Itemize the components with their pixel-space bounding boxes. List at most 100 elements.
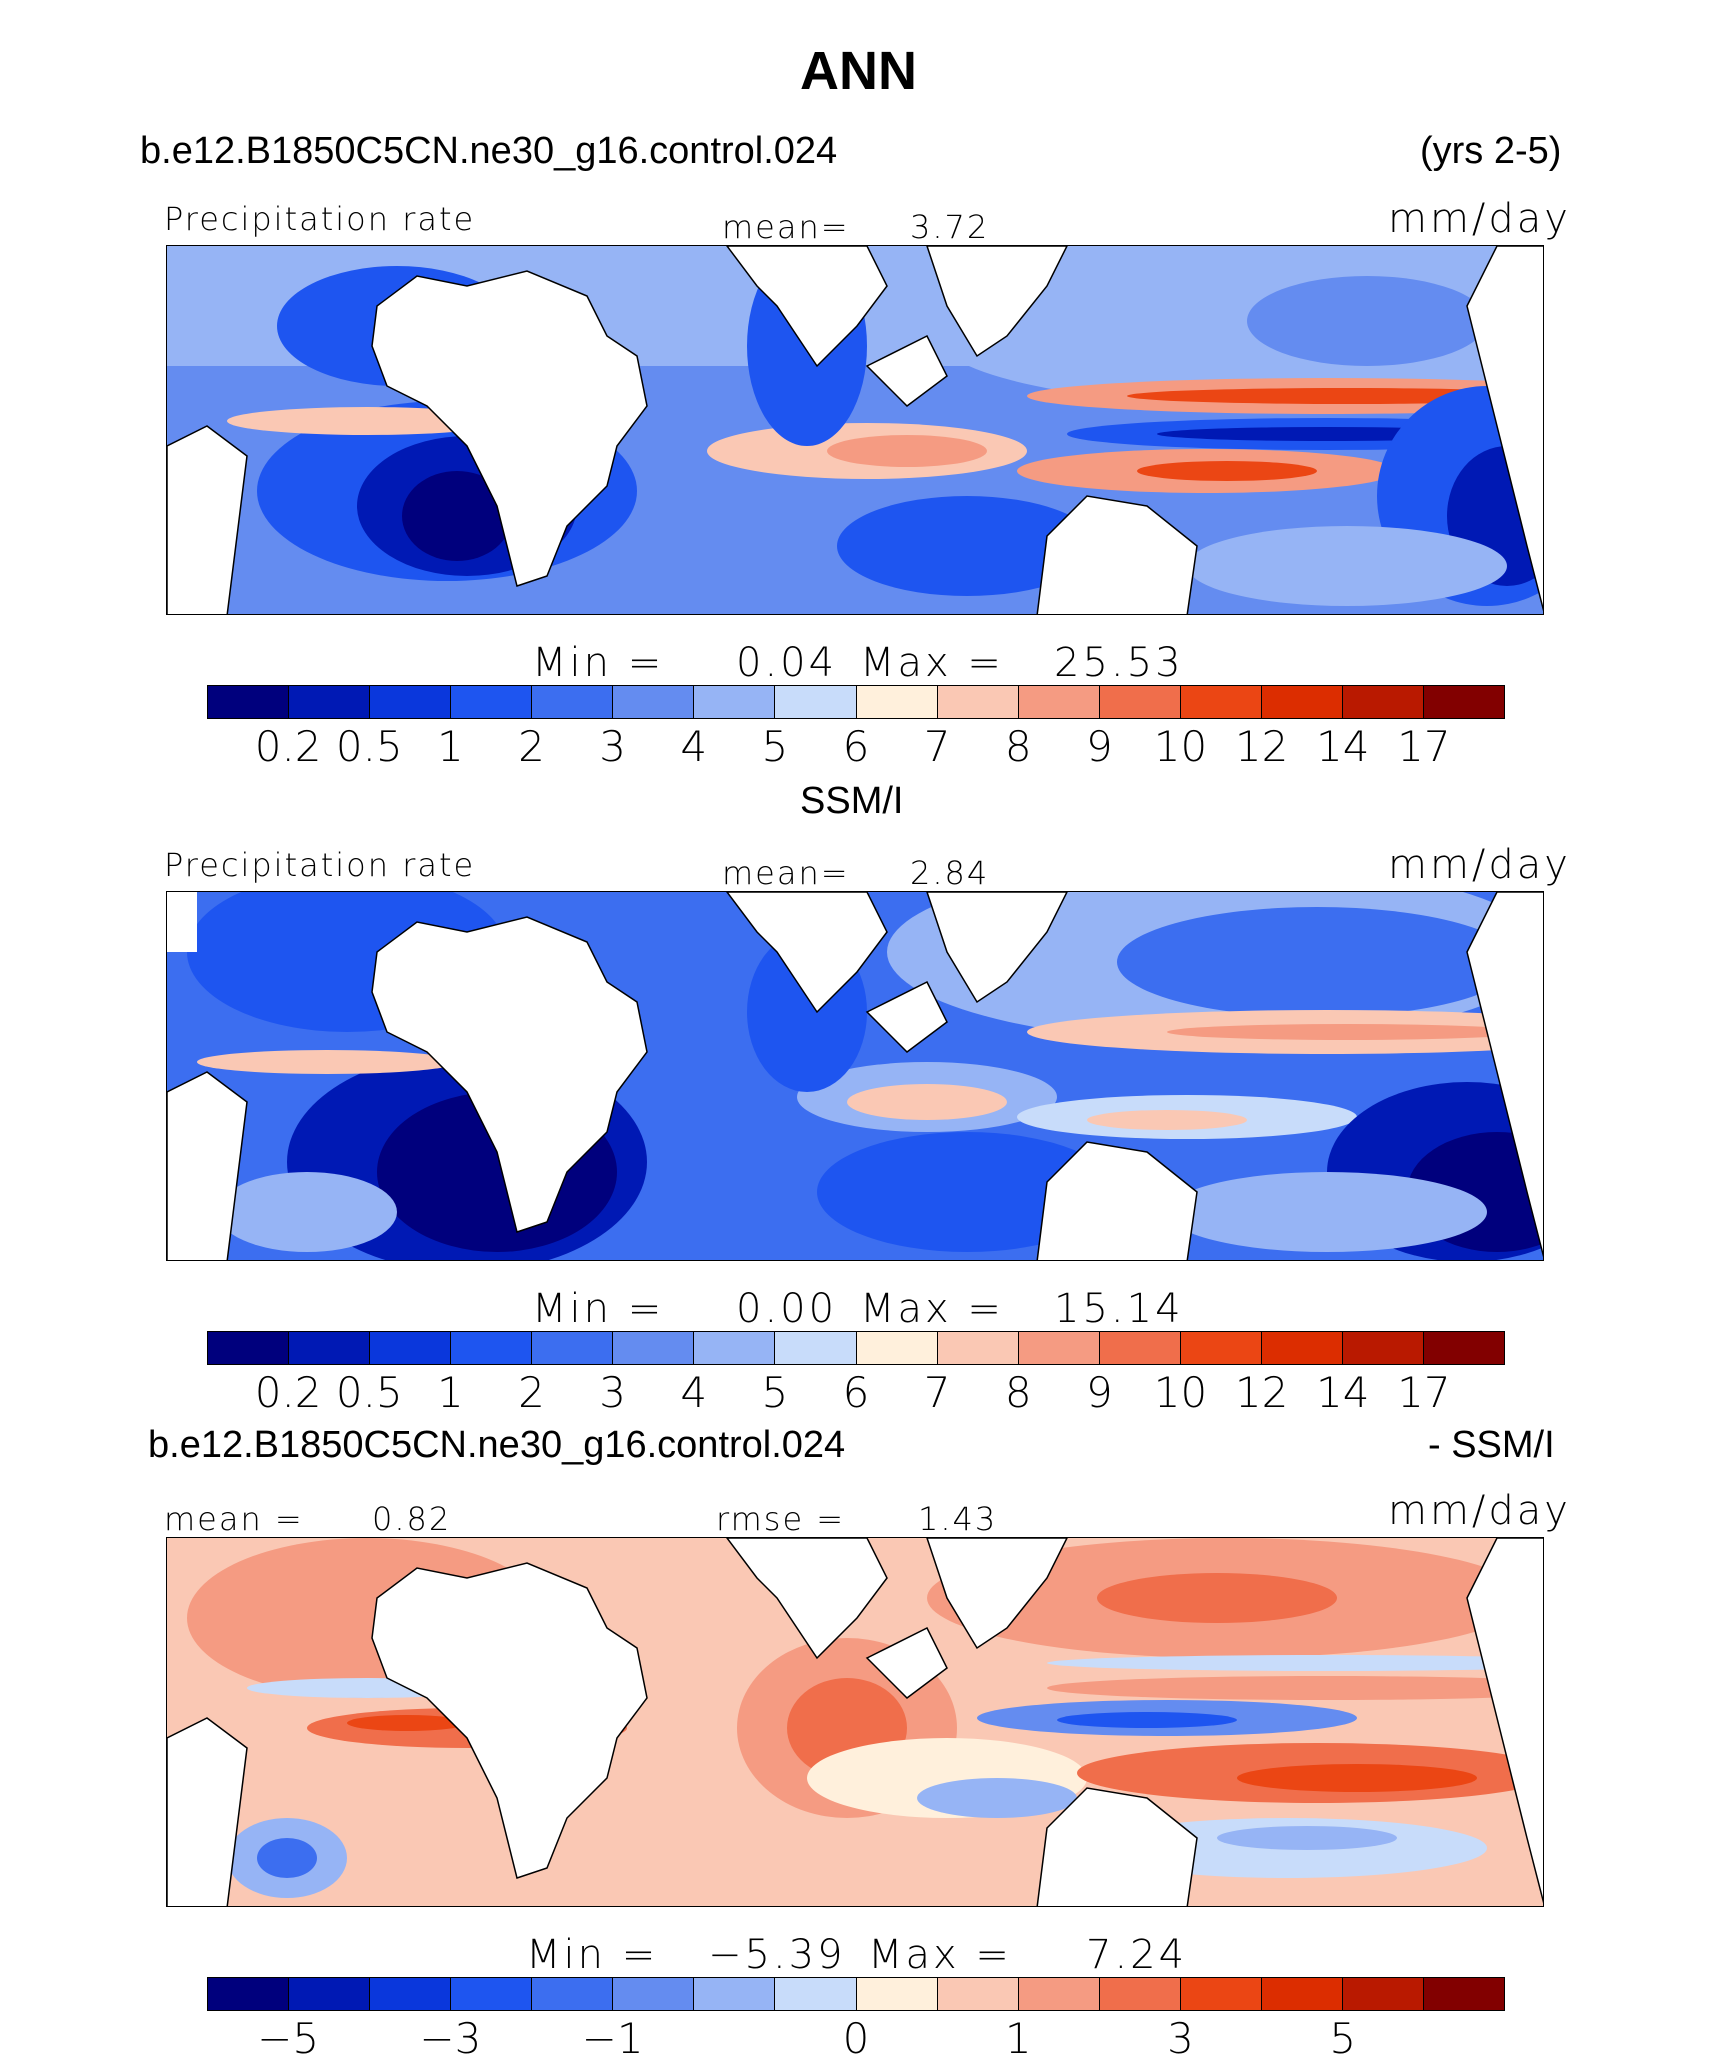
- colorbar-tick-label: 0.2: [254, 722, 322, 771]
- panel3-units: mm/day: [1388, 1488, 1571, 1534]
- panel1-mean-value: 3.72: [910, 208, 990, 246]
- panel3-colorbar: [207, 1977, 1505, 2011]
- panel2-map: [166, 891, 1544, 1261]
- panel2-max-label: Max =: [860, 1286, 1004, 1332]
- colorbar-swatch: [1423, 686, 1504, 718]
- colorbar-swatch: [1099, 1332, 1181, 1364]
- colorbar-tick-label: 7: [923, 1368, 951, 1417]
- panel1-mean-label: mean=: [722, 208, 850, 246]
- panel3-max-value: 7.24: [1086, 1932, 1188, 1978]
- colorbar-tick-label: 2: [518, 1368, 545, 1417]
- years-label: (yrs 2-5): [1420, 130, 1562, 172]
- colorbar-swatch: [208, 686, 290, 718]
- colorbar-tick-label: 12: [1234, 722, 1289, 771]
- colorbar-swatch: [1423, 1332, 1504, 1364]
- colorbar-swatch: [532, 686, 614, 718]
- colorbar-tick-label: 9: [1086, 1368, 1113, 1417]
- panel1-variable-label: Precipitation rate: [164, 200, 476, 238]
- colorbar-swatch: [856, 1978, 938, 2010]
- colorbar-swatch: [1180, 1978, 1262, 2010]
- colorbar-swatch: [613, 1332, 695, 1364]
- colorbar-tick-label: 4: [680, 722, 708, 771]
- colorbar-swatch: [856, 1332, 938, 1364]
- colorbar-tick-label: 17: [1397, 722, 1451, 771]
- panel3-heading: b.e12.B1850C5CN.ne30_g16.control.024: [148, 1424, 846, 1466]
- colorbar-tick-label: 1: [437, 1368, 464, 1417]
- colorbar-tick-label: 3: [599, 1368, 626, 1417]
- panel2-units: mm/day: [1388, 842, 1571, 888]
- colorbar-swatch: [1099, 1978, 1181, 2010]
- colorbar-swatch: [370, 1332, 452, 1364]
- colorbar-tick-label: 17: [1397, 1368, 1451, 1417]
- colorbar-tick-label: 10: [1153, 722, 1208, 771]
- panel2-mean-label: mean=: [722, 854, 850, 892]
- colorbar-tick-label: 4: [680, 1368, 708, 1417]
- colorbar-tick-label: 5: [761, 1368, 789, 1417]
- panel2-colorbar: [207, 1331, 1505, 1365]
- colorbar-swatch: [775, 1978, 857, 2010]
- colorbar-swatch: [937, 1978, 1019, 2010]
- colorbar-swatch: [370, 686, 452, 718]
- colorbar-tick-label: 8: [1004, 1368, 1032, 1417]
- colorbar-swatch: [1018, 1332, 1100, 1364]
- colorbar-swatch: [289, 686, 371, 718]
- colorbar-swatch: [289, 1978, 371, 2010]
- panel3-rmse-label: rmse =: [716, 1500, 846, 1538]
- colorbar-swatch: [856, 686, 938, 718]
- panel3-heading-right: - SSM/I: [1428, 1424, 1555, 1466]
- colorbar-tick-label: 7: [923, 722, 951, 771]
- colorbar-swatch: [1342, 686, 1424, 718]
- panel1-max-label: Max =: [860, 640, 1004, 686]
- panel1-units: mm/day: [1388, 196, 1571, 242]
- panel3-min-value: −5.39: [708, 1932, 846, 1978]
- colorbar-swatch: [613, 686, 695, 718]
- colorbar-tick-label: 1: [1004, 2014, 1032, 2063]
- panel1-colorbar: [207, 685, 1505, 719]
- colorbar-tick-label: 3: [599, 722, 626, 771]
- colorbar-tick-label: 9: [1086, 722, 1113, 771]
- colorbar-swatch: [451, 1332, 533, 1364]
- colorbar-tick-label: 12: [1234, 1368, 1289, 1417]
- colorbar-swatch: [937, 1332, 1019, 1364]
- colorbar-swatch: [1099, 686, 1181, 718]
- panel1-max-value: 25.53: [1054, 640, 1184, 686]
- colorbar-swatch: [694, 686, 776, 718]
- panel2-max-value: 15.14: [1054, 1286, 1184, 1332]
- colorbar-swatch: [208, 1332, 290, 1364]
- colorbar-tick-label: 0.5: [335, 722, 403, 771]
- panel3-max-label: Max =: [868, 1932, 1012, 1978]
- colorbar-tick-label: −3: [419, 2014, 482, 2063]
- colorbar-tick-label: 1: [437, 722, 464, 771]
- panel2-variable-label: Precipitation rate: [164, 846, 476, 884]
- colorbar-tick-label: 0.2: [254, 1368, 322, 1417]
- colorbar-swatch: [1342, 1332, 1424, 1364]
- colorbar-tick-label: 14: [1316, 1368, 1370, 1417]
- colorbar-tick-label: 0: [842, 2014, 870, 2063]
- colorbar-swatch: [532, 1332, 614, 1364]
- page-title: ANN: [800, 41, 917, 101]
- colorbar-tick-label: −5: [257, 2014, 320, 2063]
- panel3-mean-label: mean =: [164, 1500, 304, 1538]
- colorbar-swatch: [1261, 1332, 1343, 1364]
- colorbar-swatch: [694, 1978, 776, 2010]
- panel2-min-value: 0.00: [736, 1286, 838, 1332]
- panel2-map-svg: [167, 892, 1543, 1260]
- panel2-heading: SSM/I: [800, 780, 904, 822]
- colorbar-swatch: [1423, 1978, 1504, 2010]
- colorbar-swatch: [289, 1332, 371, 1364]
- colorbar-swatch: [1018, 686, 1100, 718]
- colorbar-swatch: [1261, 686, 1343, 718]
- panel3-rmse-value: 1.43: [918, 1500, 998, 1538]
- panel2-min-label: Min =: [532, 1286, 665, 1332]
- case-name: b.e12.B1850C5CN.ne30_g16.control.024: [140, 130, 838, 172]
- panel3-map-svg: [167, 1538, 1543, 1906]
- colorbar-tick-label: 6: [842, 1368, 870, 1417]
- colorbar-swatch: [1180, 686, 1262, 718]
- colorbar-swatch: [451, 686, 533, 718]
- colorbar-swatch: [1018, 1978, 1100, 2010]
- colorbar-tick-label: 2: [518, 722, 545, 771]
- colorbar-swatch: [451, 1978, 533, 2010]
- panel1-map-svg: [167, 246, 1543, 614]
- colorbar-tick-label: 5: [761, 722, 789, 771]
- panel3-map: [166, 1537, 1544, 1907]
